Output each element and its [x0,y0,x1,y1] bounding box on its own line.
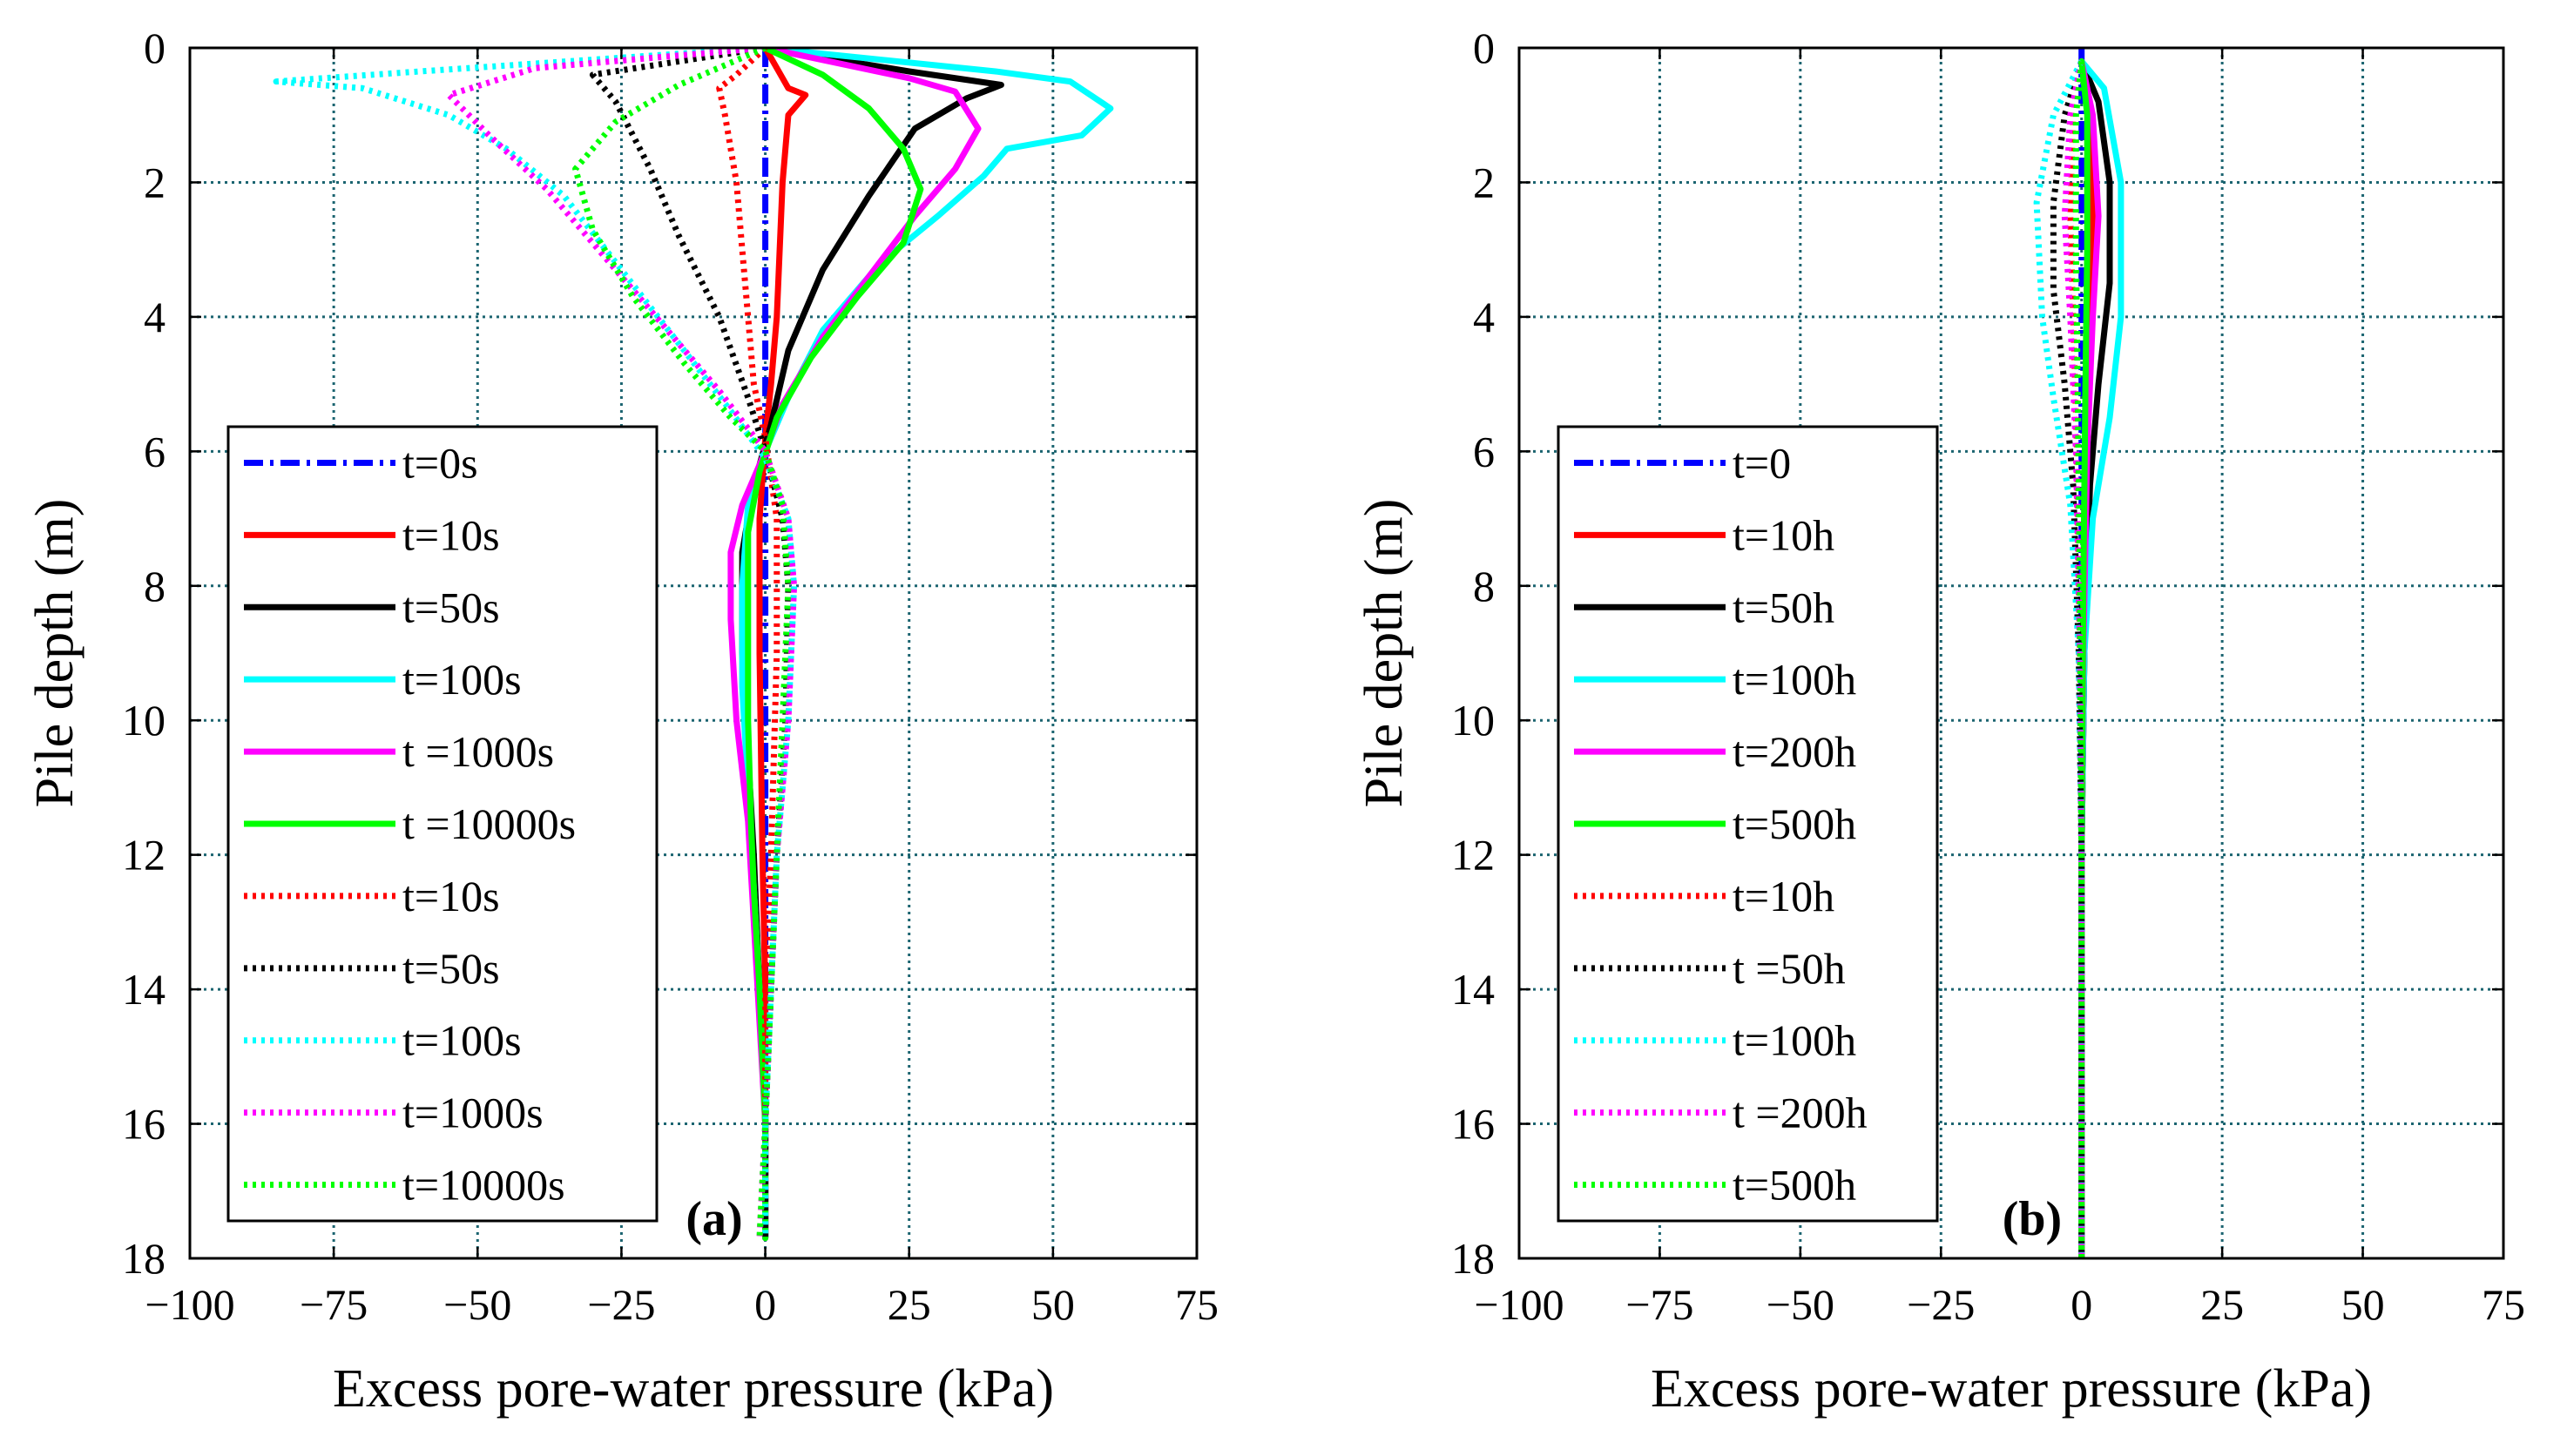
series-line-0-5 [745,48,924,1242]
y-axis-label: Pile depth (m) [1354,499,1414,808]
x-tick-label: 50 [2341,1280,2385,1329]
x-tick-label: 50 [1031,1280,1075,1329]
legend-label: t=10s [402,872,500,920]
legend-label: t =10000s [402,799,576,848]
y-tick-label: 2 [1473,158,1495,206]
legend-label: t=100s [402,655,522,704]
y-tick-label: 10 [1451,696,1495,745]
legend: t=0s t=10s t=50s t=100s t =1000s t =10000s t=1… [226,425,659,1223]
series-line-0-8 [273,48,798,1238]
y-tick-label: 12 [122,831,166,880]
y-tick-label: 16 [122,1100,166,1149]
legend-label: t=50s [402,944,500,993]
legend-label: t=100h [1733,1016,1856,1065]
x-axis-label: Excess pore-water pressure (kPa) [333,1359,1054,1419]
legend-label: t=100h [1733,655,1856,704]
series-line-1-10 [2072,61,2085,1258]
y-tick-label: 16 [1451,1100,1495,1149]
series-line-0-7 [589,48,792,1238]
x-tick-label: −100 [1474,1280,1564,1329]
legend: t=0 t=10h t=50h t=100h t=200h t=500h t=10h t =5… [1557,425,1939,1223]
panel-label: (b) [2003,1192,2062,1246]
x-tick-label: 25 [888,1280,931,1329]
y-tick-label: 8 [1473,562,1495,610]
y-tick-label: 18 [122,1234,166,1283]
series-group [2033,48,2125,1258]
legend-label: t=10000s [402,1161,565,1210]
y-tick-label: 4 [1473,293,1495,341]
legend-label: t=500h [1733,1161,1856,1210]
y-tick-label: 18 [1451,1234,1495,1283]
y-tick-label: 14 [122,965,166,1014]
y-tick-label: 4 [144,293,166,341]
x-tick-label: −75 [300,1280,368,1329]
series-line-0-10 [572,48,792,1238]
axes-frame [1517,46,2505,1260]
legend-label: t=50h [1733,583,1834,631]
panel-label: (a) [686,1192,742,1246]
legend-label: t=200h [1733,727,1856,776]
series-group [273,48,1114,1242]
x-tick-label: −25 [1907,1280,1975,1329]
x-axis-label: Excess pore-water pressure (kPa) [1651,1359,2372,1419]
legend-label: t =1000s [402,727,554,776]
legend-label: t =200h [1733,1089,1868,1137]
x-tick-label: 25 [2200,1280,2244,1329]
y-tick-label: 10 [122,696,166,745]
legend-label: t=10h [1733,510,1834,559]
y-tick-label: 2 [144,158,166,206]
legend-label: t=500h [1733,799,1856,848]
y-tick-label: 0 [1473,24,1495,72]
x-tick-label: −75 [1625,1280,1693,1329]
legend-label: t=0 [1733,438,1791,487]
x-tick-label: −100 [145,1280,234,1329]
series-line-0-6 [716,48,780,1232]
y-tick-label: 8 [144,562,166,610]
legend-label: t=1000s [402,1089,544,1137]
y-tick-label: 14 [1451,965,1495,1014]
x-tick-label: 0 [754,1280,776,1329]
x-tick-label: 75 [1175,1280,1219,1329]
x-tick-label: −50 [443,1280,511,1329]
legend-label: t=0s [402,438,478,487]
y-tick-label: 6 [144,427,166,475]
legend-label: t=50s [402,583,500,631]
x-tick-label: 75 [2482,1280,2525,1329]
legend-label: t=10h [1733,872,1834,920]
axes-frame [188,46,1199,1260]
y-tick-label: 6 [1473,427,1495,475]
y-tick-label: 0 [144,24,166,72]
x-tick-label: −25 [587,1280,655,1329]
panel-a: −100 −75 −50 −25 0 25 50 75 0 2 4 6 8 10 12 14 16 18 Exces… [25,24,1219,1419]
legend-label: t=10s [402,510,500,559]
series-line-1-9 [2061,60,2085,1258]
panel-b: −100 −75 −50 −25 0 25 50 75 0 2 4 6 8 10 12 14 16 18 Exces… [1354,24,2525,1419]
x-tick-label: −50 [1767,1280,1834,1329]
x-tick-label: 0 [2070,1280,2092,1329]
y-axis-label: Pile depth (m) [25,499,84,808]
legend-label: t=100s [402,1016,522,1065]
y-tick-label: 12 [1451,831,1495,880]
series-line-0-1 [756,48,809,1235]
legend-label: t =50h [1733,944,1846,993]
series-line-1-8 [2033,59,2085,1258]
